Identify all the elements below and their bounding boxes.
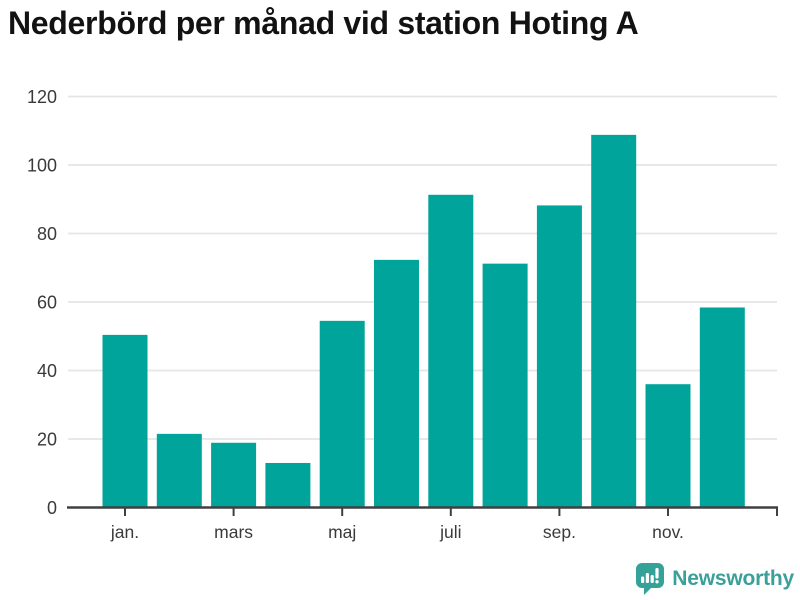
logo-exclamation-bar — [655, 568, 659, 579]
bar-juni — [374, 259, 419, 508]
logo-bar-3 — [650, 575, 655, 583]
x-tick-label: juli — [439, 522, 461, 542]
bar-april — [265, 462, 311, 508]
y-tick-label: 0 — [47, 498, 57, 518]
x-tick-label: mars — [214, 522, 253, 542]
brand-name: Newsworthy — [672, 567, 794, 590]
logo-bar-2 — [646, 573, 650, 583]
bar-juli — [428, 194, 474, 508]
y-tick-label: 60 — [37, 292, 57, 312]
y-tick-label: 120 — [27, 87, 57, 107]
bar-mars — [211, 442, 257, 508]
x-tick-label: sep. — [543, 522, 576, 542]
bar-sep — [536, 205, 582, 508]
bar-jan — [102, 334, 148, 508]
y-tick-label: 20 — [37, 429, 57, 449]
bar-dec — [699, 307, 745, 508]
bar-maj — [319, 320, 365, 508]
bar-okt — [591, 134, 637, 508]
newsworthy-logo-icon — [636, 563, 665, 595]
logo-bar-1 — [641, 576, 645, 583]
chart-title: Nederbörd per månad vid station Hoting A — [8, 5, 639, 41]
bar-nov — [645, 384, 691, 508]
y-tick-label: 40 — [37, 361, 57, 381]
x-tick-label: jan. — [110, 522, 139, 542]
y-tick-label: 100 — [27, 155, 57, 175]
x-tick-label: maj — [328, 522, 356, 542]
bar-aug — [482, 263, 528, 508]
brand-footer: Newsworthy — [635, 562, 794, 596]
precipitation-bar-chart: 0 20 40 60 80 100 120 jan. mars maj juli sep. nov. — [27, 87, 778, 542]
logo-exclamation-dot — [655, 580, 659, 584]
speech-bubble-shape — [636, 563, 665, 595]
y-tick-label: 80 — [37, 224, 57, 244]
bar-feb — [156, 433, 202, 508]
x-tick-label: nov. — [652, 522, 684, 542]
